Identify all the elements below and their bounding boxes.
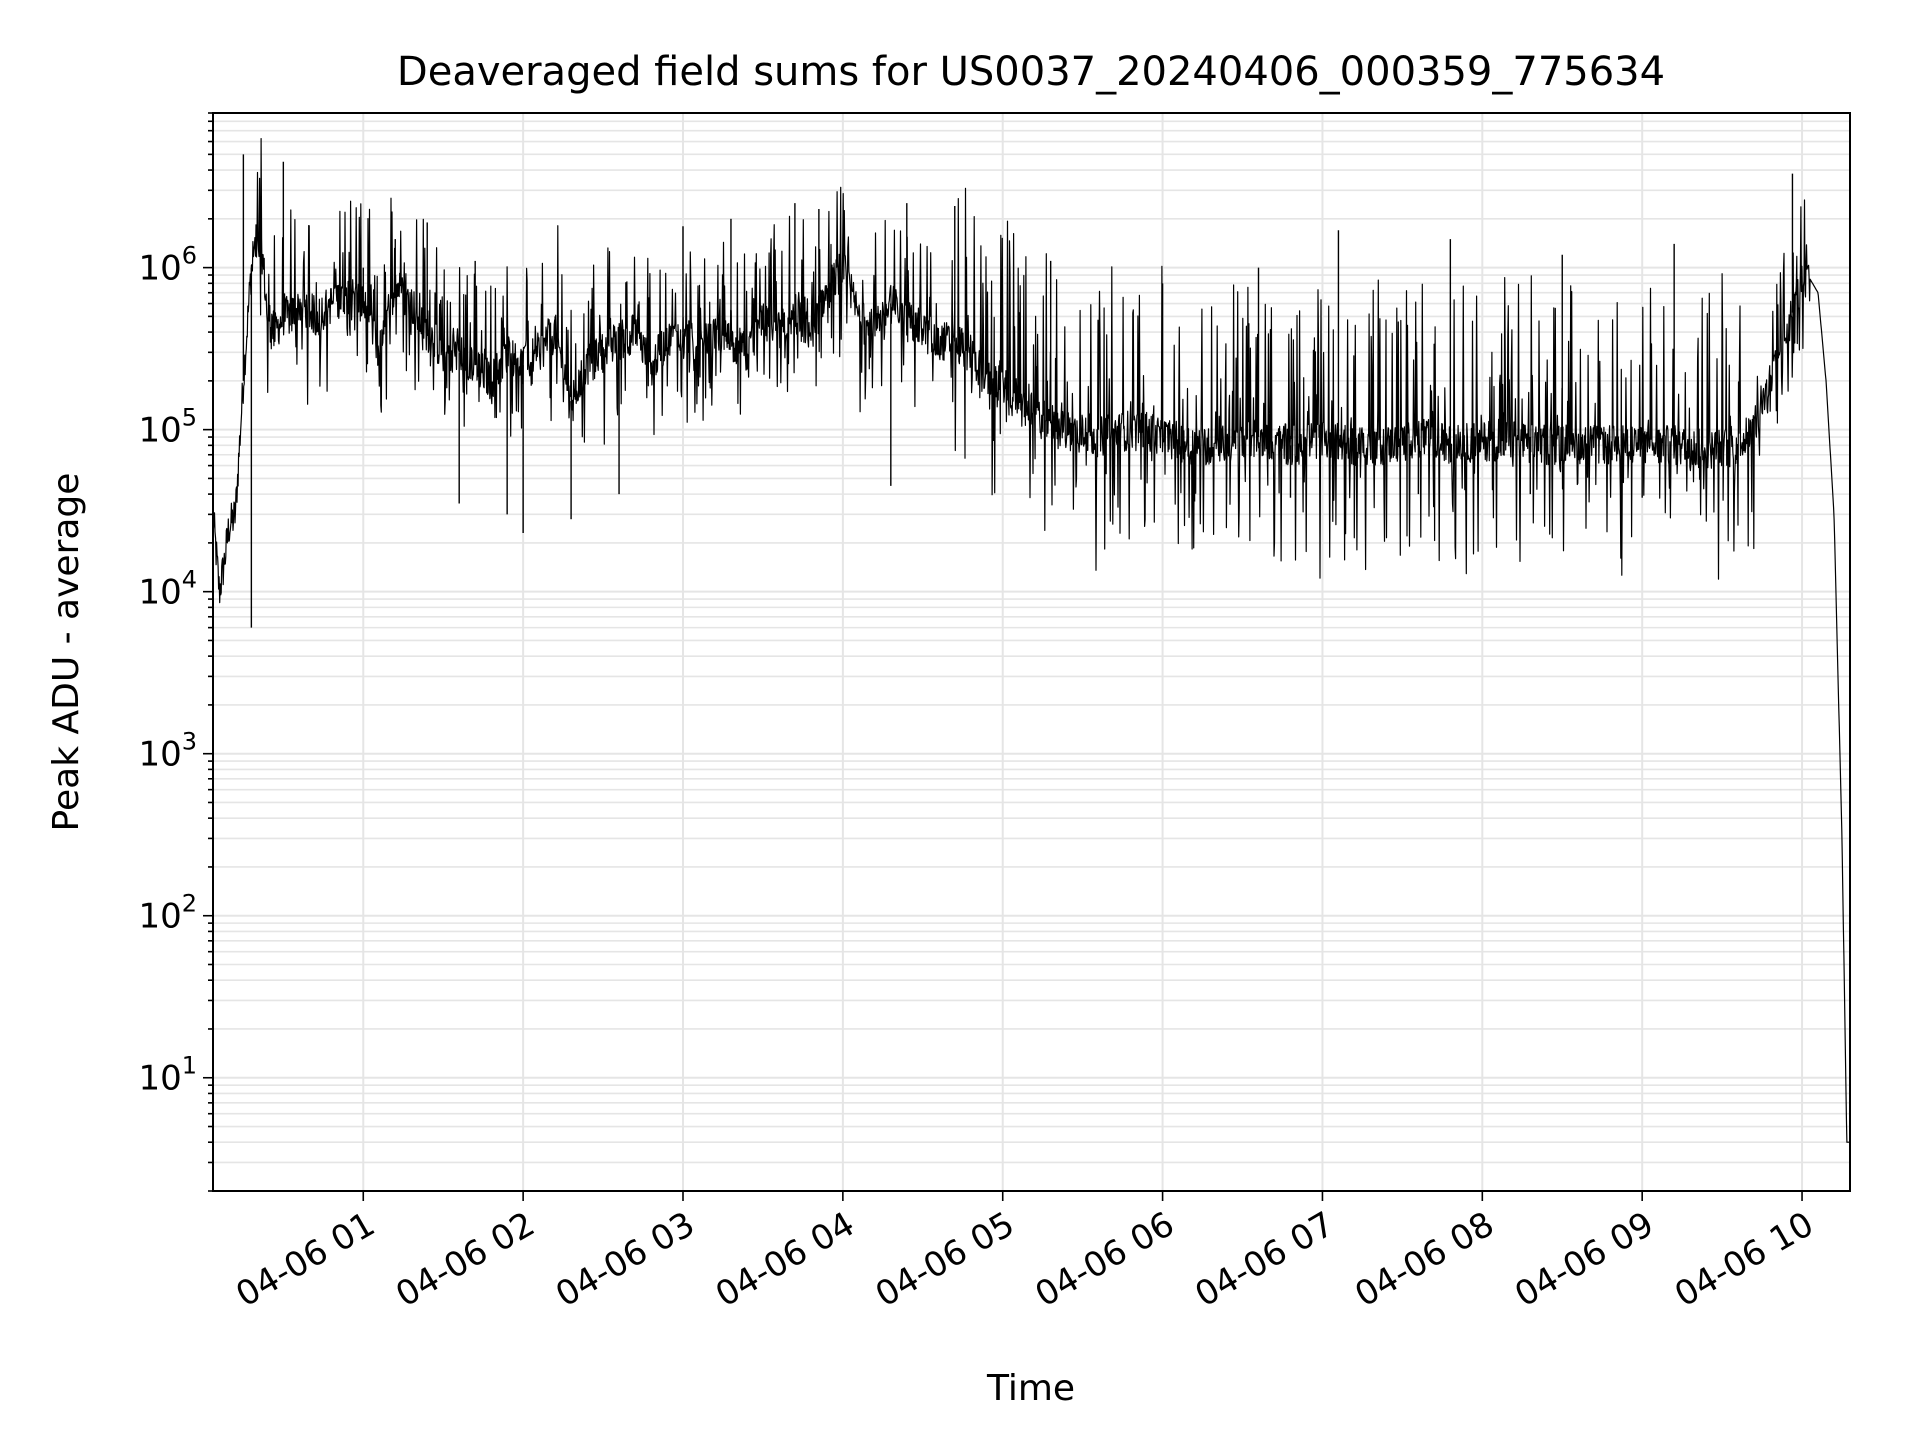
y-tick-base: 10 <box>138 573 181 613</box>
chart-title: Deaveraged field sums for US0037_2024040… <box>397 49 1665 95</box>
y-tick-exponent: 5 <box>182 404 197 432</box>
y-tick-label: 105 <box>138 404 197 451</box>
y-tick-label: 101 <box>138 1052 197 1099</box>
y-tick-base: 10 <box>138 897 181 937</box>
y-tick-exponent: 1 <box>182 1052 197 1080</box>
x-axis-label: Time <box>986 1368 1075 1409</box>
y-tick-base: 10 <box>138 249 181 289</box>
y-tick-exponent: 3 <box>182 728 197 756</box>
plot-frame <box>212 112 1851 1192</box>
y-tick-base: 10 <box>138 1059 181 1099</box>
y-axis-label: Peak ADU - average <box>46 473 87 832</box>
y-tick-base: 10 <box>138 735 181 775</box>
y-tick-label: 103 <box>138 728 197 775</box>
y-tick-base: 10 <box>138 411 181 451</box>
y-tick-exponent: 6 <box>182 242 197 270</box>
grid-lines <box>213 112 1850 1192</box>
y-tick-label: 106 <box>138 242 197 289</box>
y-tick-label: 102 <box>138 890 197 937</box>
y-tick-label: 104 <box>138 566 197 613</box>
y-tick-exponent: 4 <box>182 566 197 594</box>
series-path <box>212 138 1851 1143</box>
series-line <box>212 138 1851 1143</box>
y-tick-exponent: 2 <box>182 890 197 918</box>
